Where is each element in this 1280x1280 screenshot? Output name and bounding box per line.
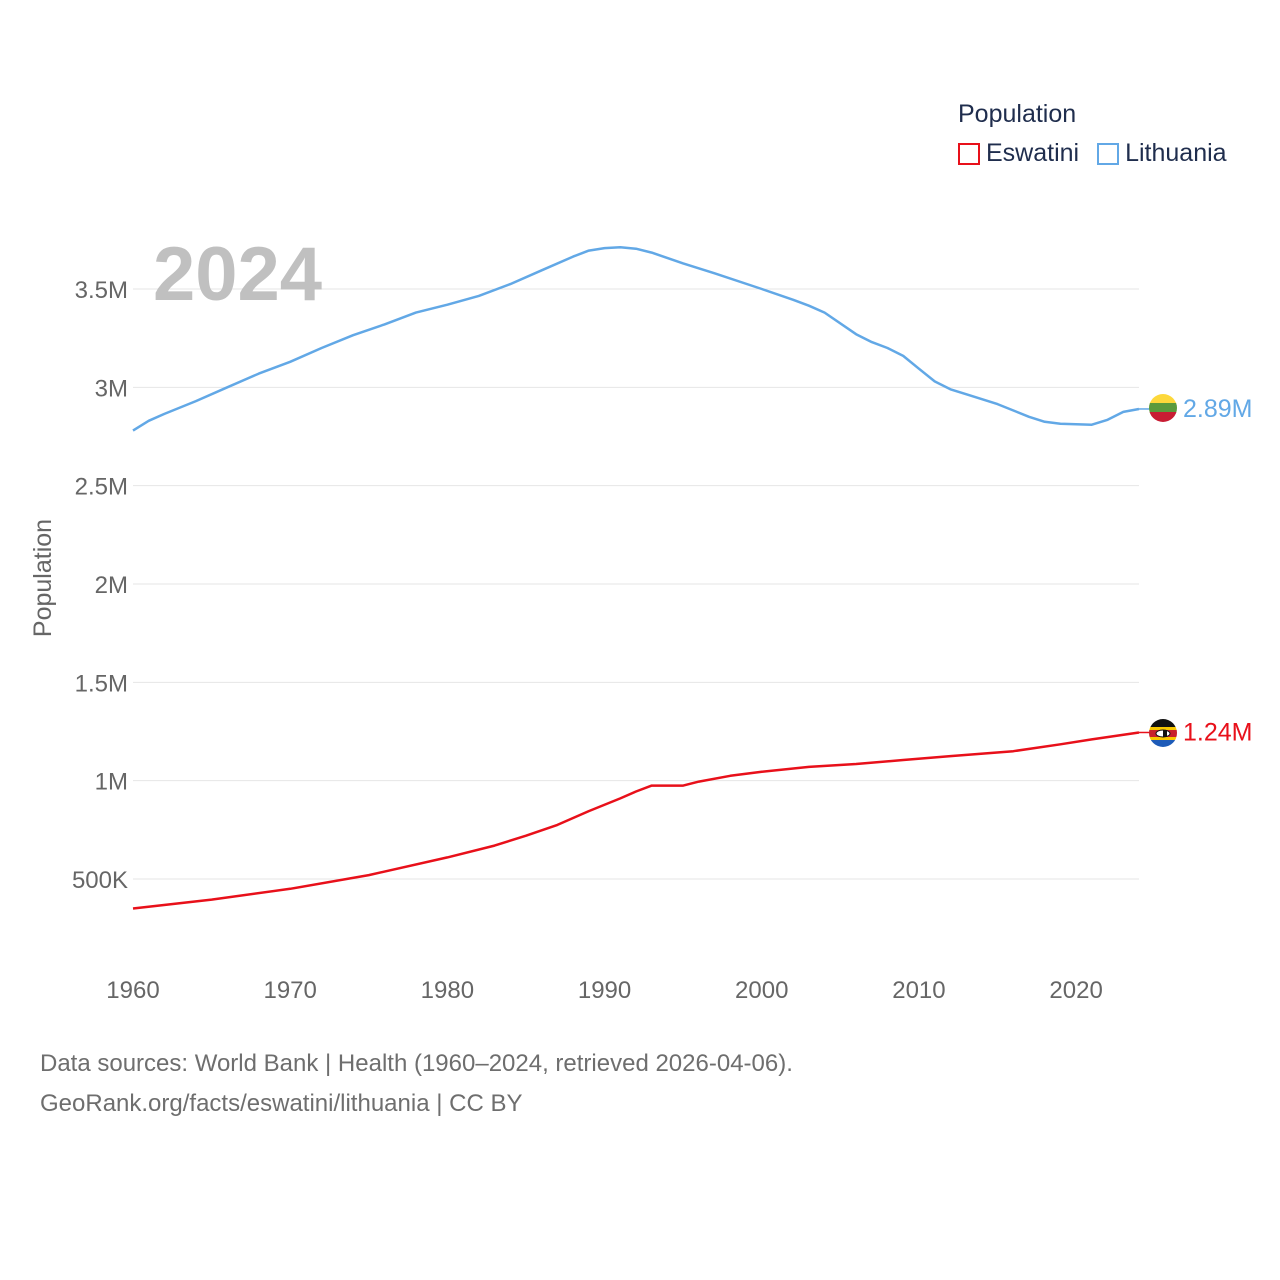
eswatini-flag-icon [1149, 719, 1177, 747]
legend-label-lithuania: Lithuania [1125, 139, 1227, 167]
footer-sources: Data sources: World Bank | Health (1960–… [40, 1050, 793, 1077]
end-label-eswatini: 1.24M [1183, 718, 1252, 746]
y-tick-label: 500K [72, 867, 128, 894]
footer: Data sources: World Bank | Health (1960–… [40, 1044, 793, 1124]
x-tick-label: 1980 [421, 977, 474, 1004]
x-tick-label: 2020 [1049, 977, 1102, 1004]
y-tick-label: 1M [95, 769, 128, 796]
series [132, 246, 1150, 910]
footer-link[interactable]: GeoRank.org/facts/eswatini/lithuania | C… [40, 1090, 523, 1117]
legend-swatch-lithuania [1097, 142, 1120, 165]
lithuania-flag-icon [1149, 394, 1177, 422]
legend-swatch-eswatini [958, 142, 980, 165]
y-tick-label: 2M [95, 572, 128, 599]
year-watermark: 2024 [153, 232, 322, 317]
legend-item-lithuania[interactable]: Lithuania [1097, 139, 1227, 168]
x-tick-label: 2010 [892, 977, 945, 1004]
legend-title: Population [958, 100, 1077, 128]
x-tick-label: 1970 [263, 977, 316, 1004]
y-axis-ticks: 500K 1M 1.5M 2M 2.5M 3M 3.5M [72, 277, 128, 894]
y-tick-label: 3.5M [75, 277, 128, 304]
series-line-lithuania [132, 246, 1140, 432]
y-tick-label: 1.5M [75, 670, 128, 697]
series-line-eswatini [132, 731, 1140, 910]
x-tick-label: 1990 [578, 977, 631, 1004]
y-axis-label: Population [29, 519, 57, 637]
end-label-lithuania: 2.89M [1183, 395, 1252, 423]
y-tick-label: 2.5M [75, 474, 128, 501]
legend: Population Eswatini Lithuania [958, 100, 1245, 168]
legend-label-eswatini: Eswatini [986, 139, 1080, 167]
x-axis-ticks: 1960 1970 1980 1990 2000 2010 2020 [106, 977, 1103, 1004]
y-tick-label: 3M [95, 375, 128, 402]
gridlines [133, 288, 1139, 880]
x-tick-label: 1960 [106, 977, 159, 1004]
end-labels: 1.24M 2.89M [1183, 395, 1252, 747]
x-tick-label: 2000 [735, 977, 788, 1004]
legend-item-eswatini[interactable]: Eswatini [958, 139, 1079, 168]
